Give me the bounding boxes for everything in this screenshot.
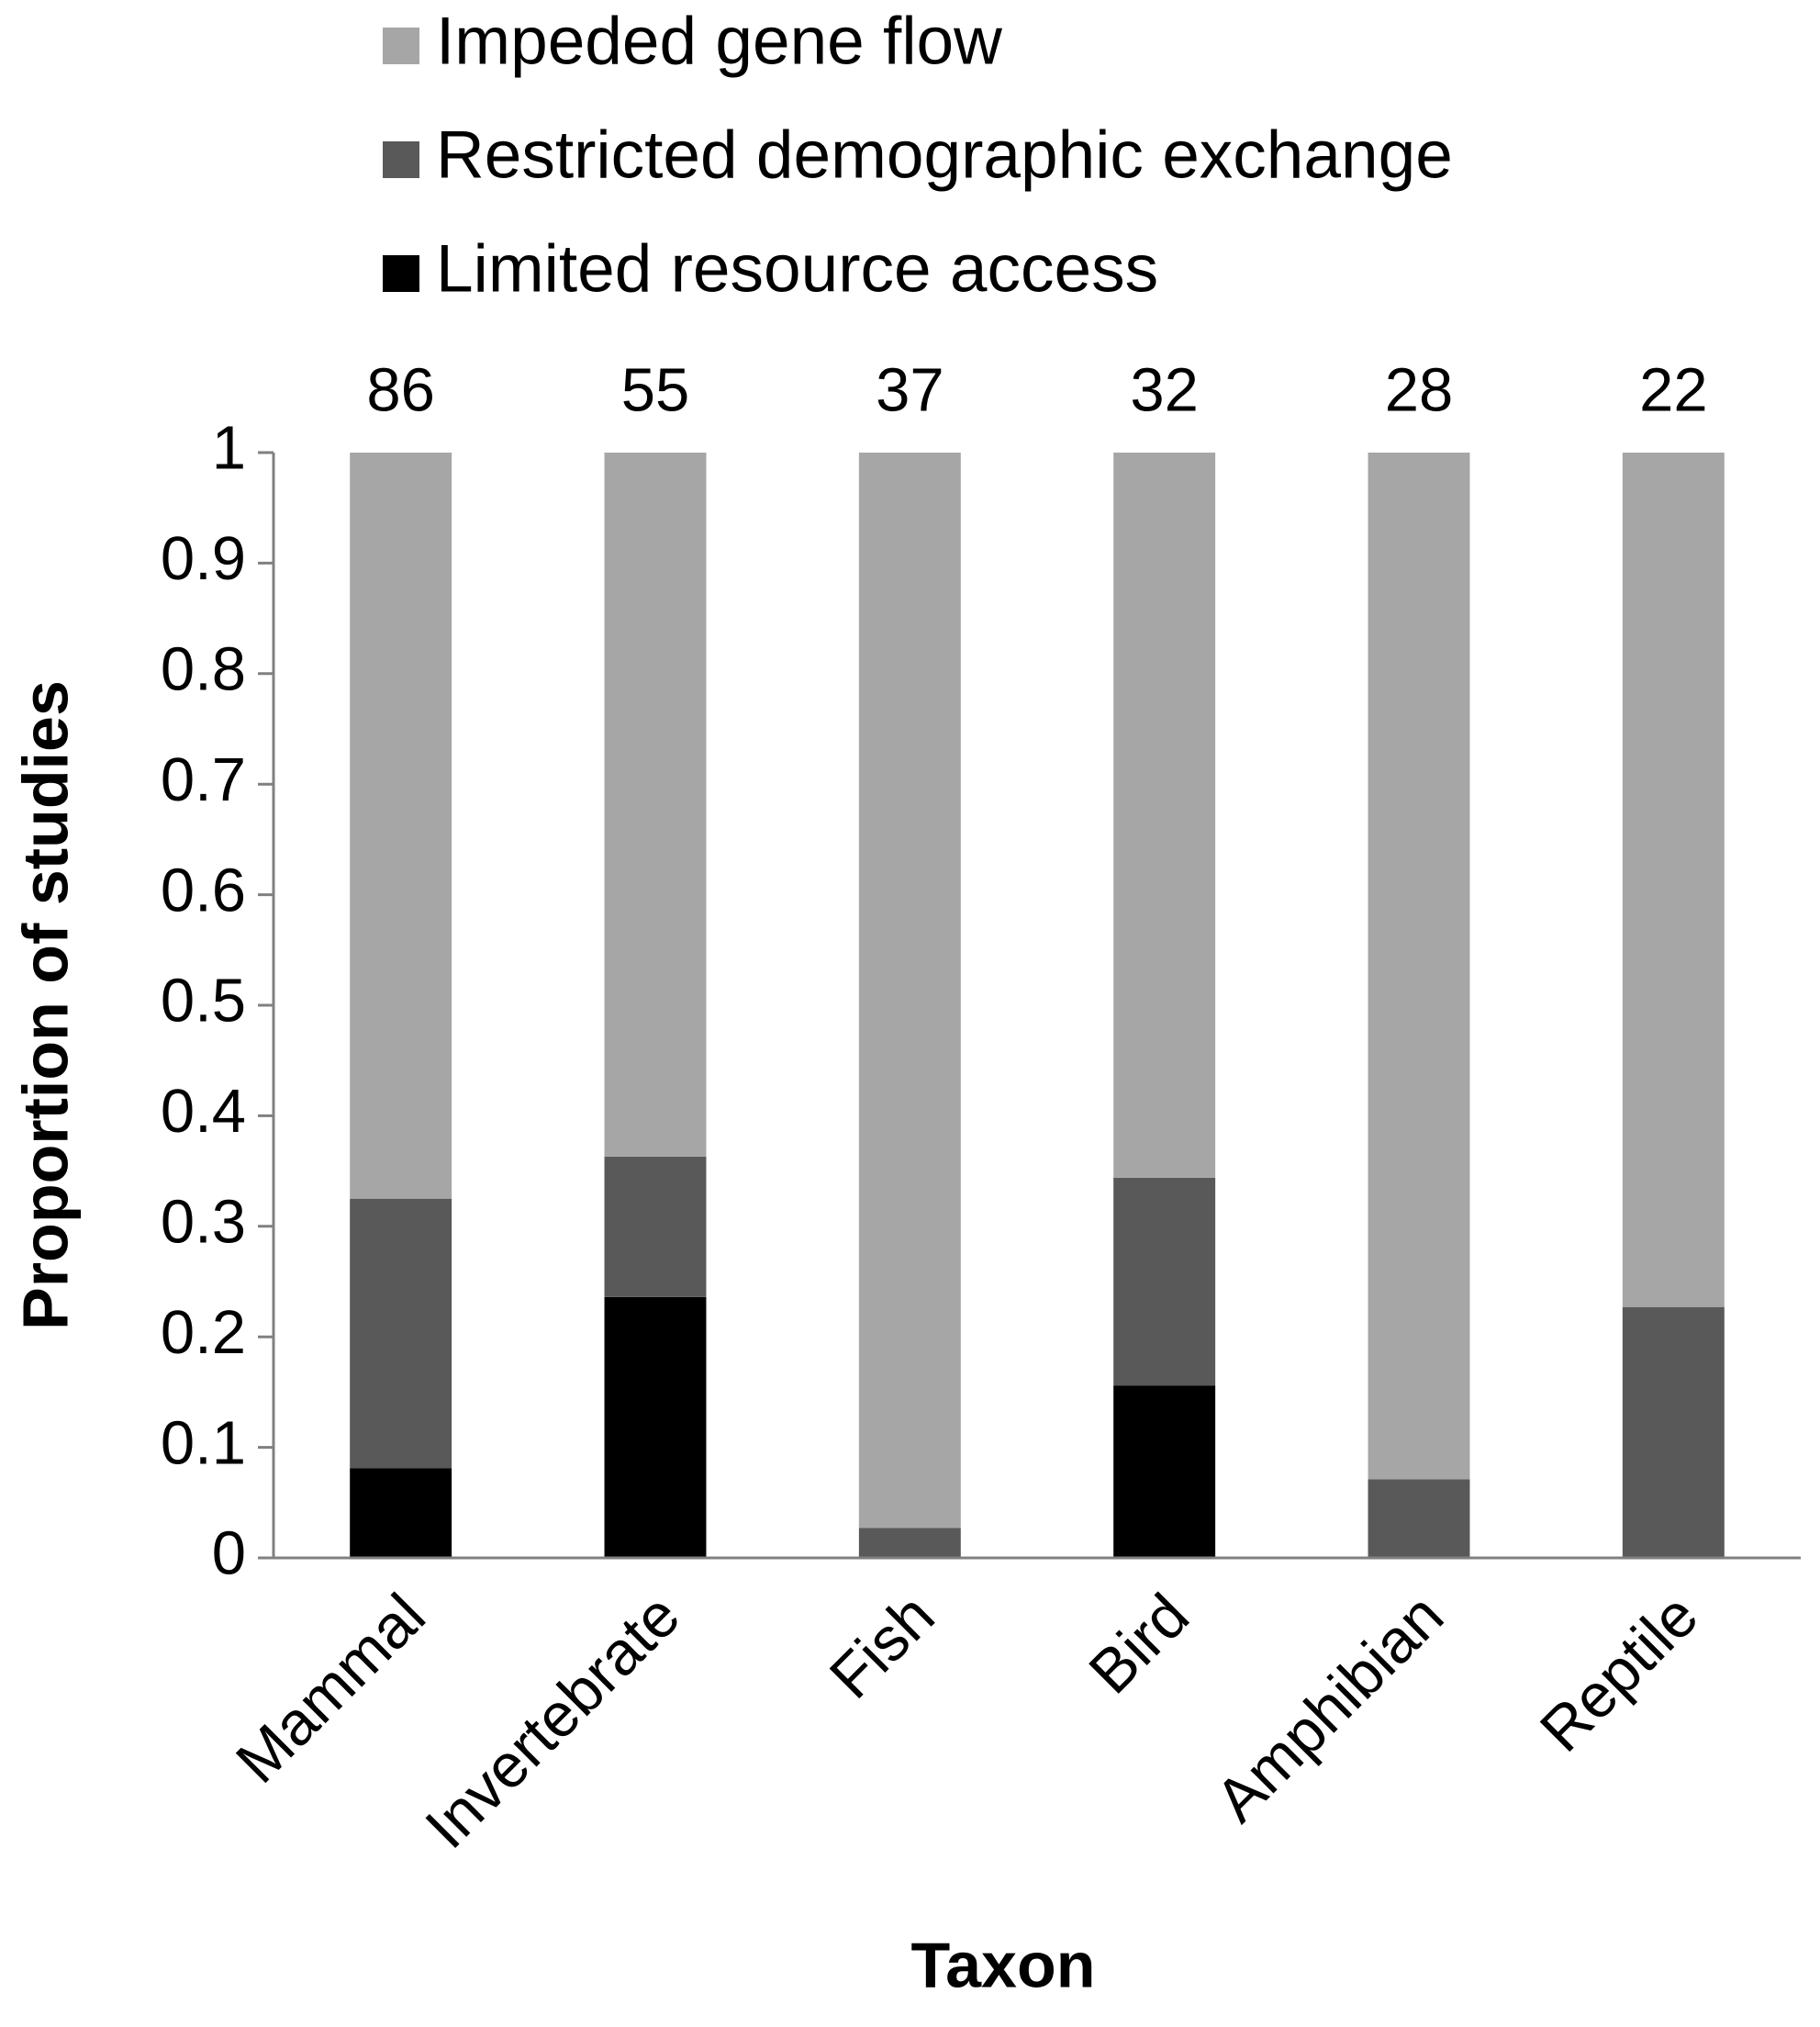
bar-segment	[1622, 453, 1725, 1307]
y-tick-label: 0.3	[161, 1188, 246, 1257]
y-tick-label: 0.5	[161, 967, 246, 1036]
bar-segment	[1368, 453, 1470, 1480]
x-tick-label: Invertebrate	[412, 1581, 693, 1862]
bar-segment	[1368, 1479, 1470, 1558]
bar-segment	[604, 1296, 707, 1558]
bar-segment	[1622, 1306, 1725, 1558]
bar-segment	[604, 1156, 707, 1297]
x-tick-label: Fish	[817, 1581, 948, 1712]
x-tick-label: Amphibian	[1202, 1581, 1457, 1835]
bar-segment	[350, 1198, 452, 1469]
bar-segment	[1113, 1385, 1216, 1558]
x-tick-label: Mammal	[223, 1581, 439, 1797]
bar-segment	[1113, 453, 1216, 1178]
legend-swatch	[383, 28, 419, 64]
bar-segment	[350, 1468, 452, 1558]
bar-annotation: 86	[366, 356, 435, 425]
bar-segment	[350, 453, 452, 1199]
bar-segment	[604, 453, 707, 1157]
bar-segment	[858, 453, 961, 1529]
bar-segment	[858, 1528, 961, 1558]
y-tick-label: 0.9	[161, 524, 246, 593]
y-tick-label: 0	[212, 1519, 246, 1588]
y-tick-label: 1	[212, 414, 246, 483]
bar-annotation: 32	[1130, 356, 1199, 425]
y-tick-label: 0.8	[161, 635, 246, 704]
x-tick-label: Bird	[1077, 1581, 1202, 1707]
legend-swatch	[383, 255, 419, 292]
bar-annotation: 28	[1385, 356, 1454, 425]
x-axis-title: Taxon	[911, 1929, 1096, 2000]
legend-swatch	[383, 141, 419, 178]
legend-label: Impeded gene flow	[436, 4, 1002, 78]
bar-segment	[1113, 1177, 1216, 1386]
x-tick-label: Reptile	[1527, 1581, 1712, 1765]
legend-label: Restricted demographic exchange	[436, 118, 1453, 192]
y-axis-title: Proportion of studies	[9, 680, 81, 1330]
y-tick-label: 0.7	[161, 745, 246, 814]
y-tick-label: 0.2	[161, 1298, 246, 1367]
bar-annotation: 37	[876, 356, 944, 425]
y-tick-label: 0.4	[161, 1077, 246, 1146]
bar-annotation: 22	[1639, 356, 1708, 425]
legend-label: Limited resource access	[436, 231, 1158, 306]
bar-annotation: 55	[621, 356, 690, 425]
y-tick-label: 0.6	[161, 856, 246, 924]
y-tick-label: 0.1	[161, 1408, 246, 1477]
